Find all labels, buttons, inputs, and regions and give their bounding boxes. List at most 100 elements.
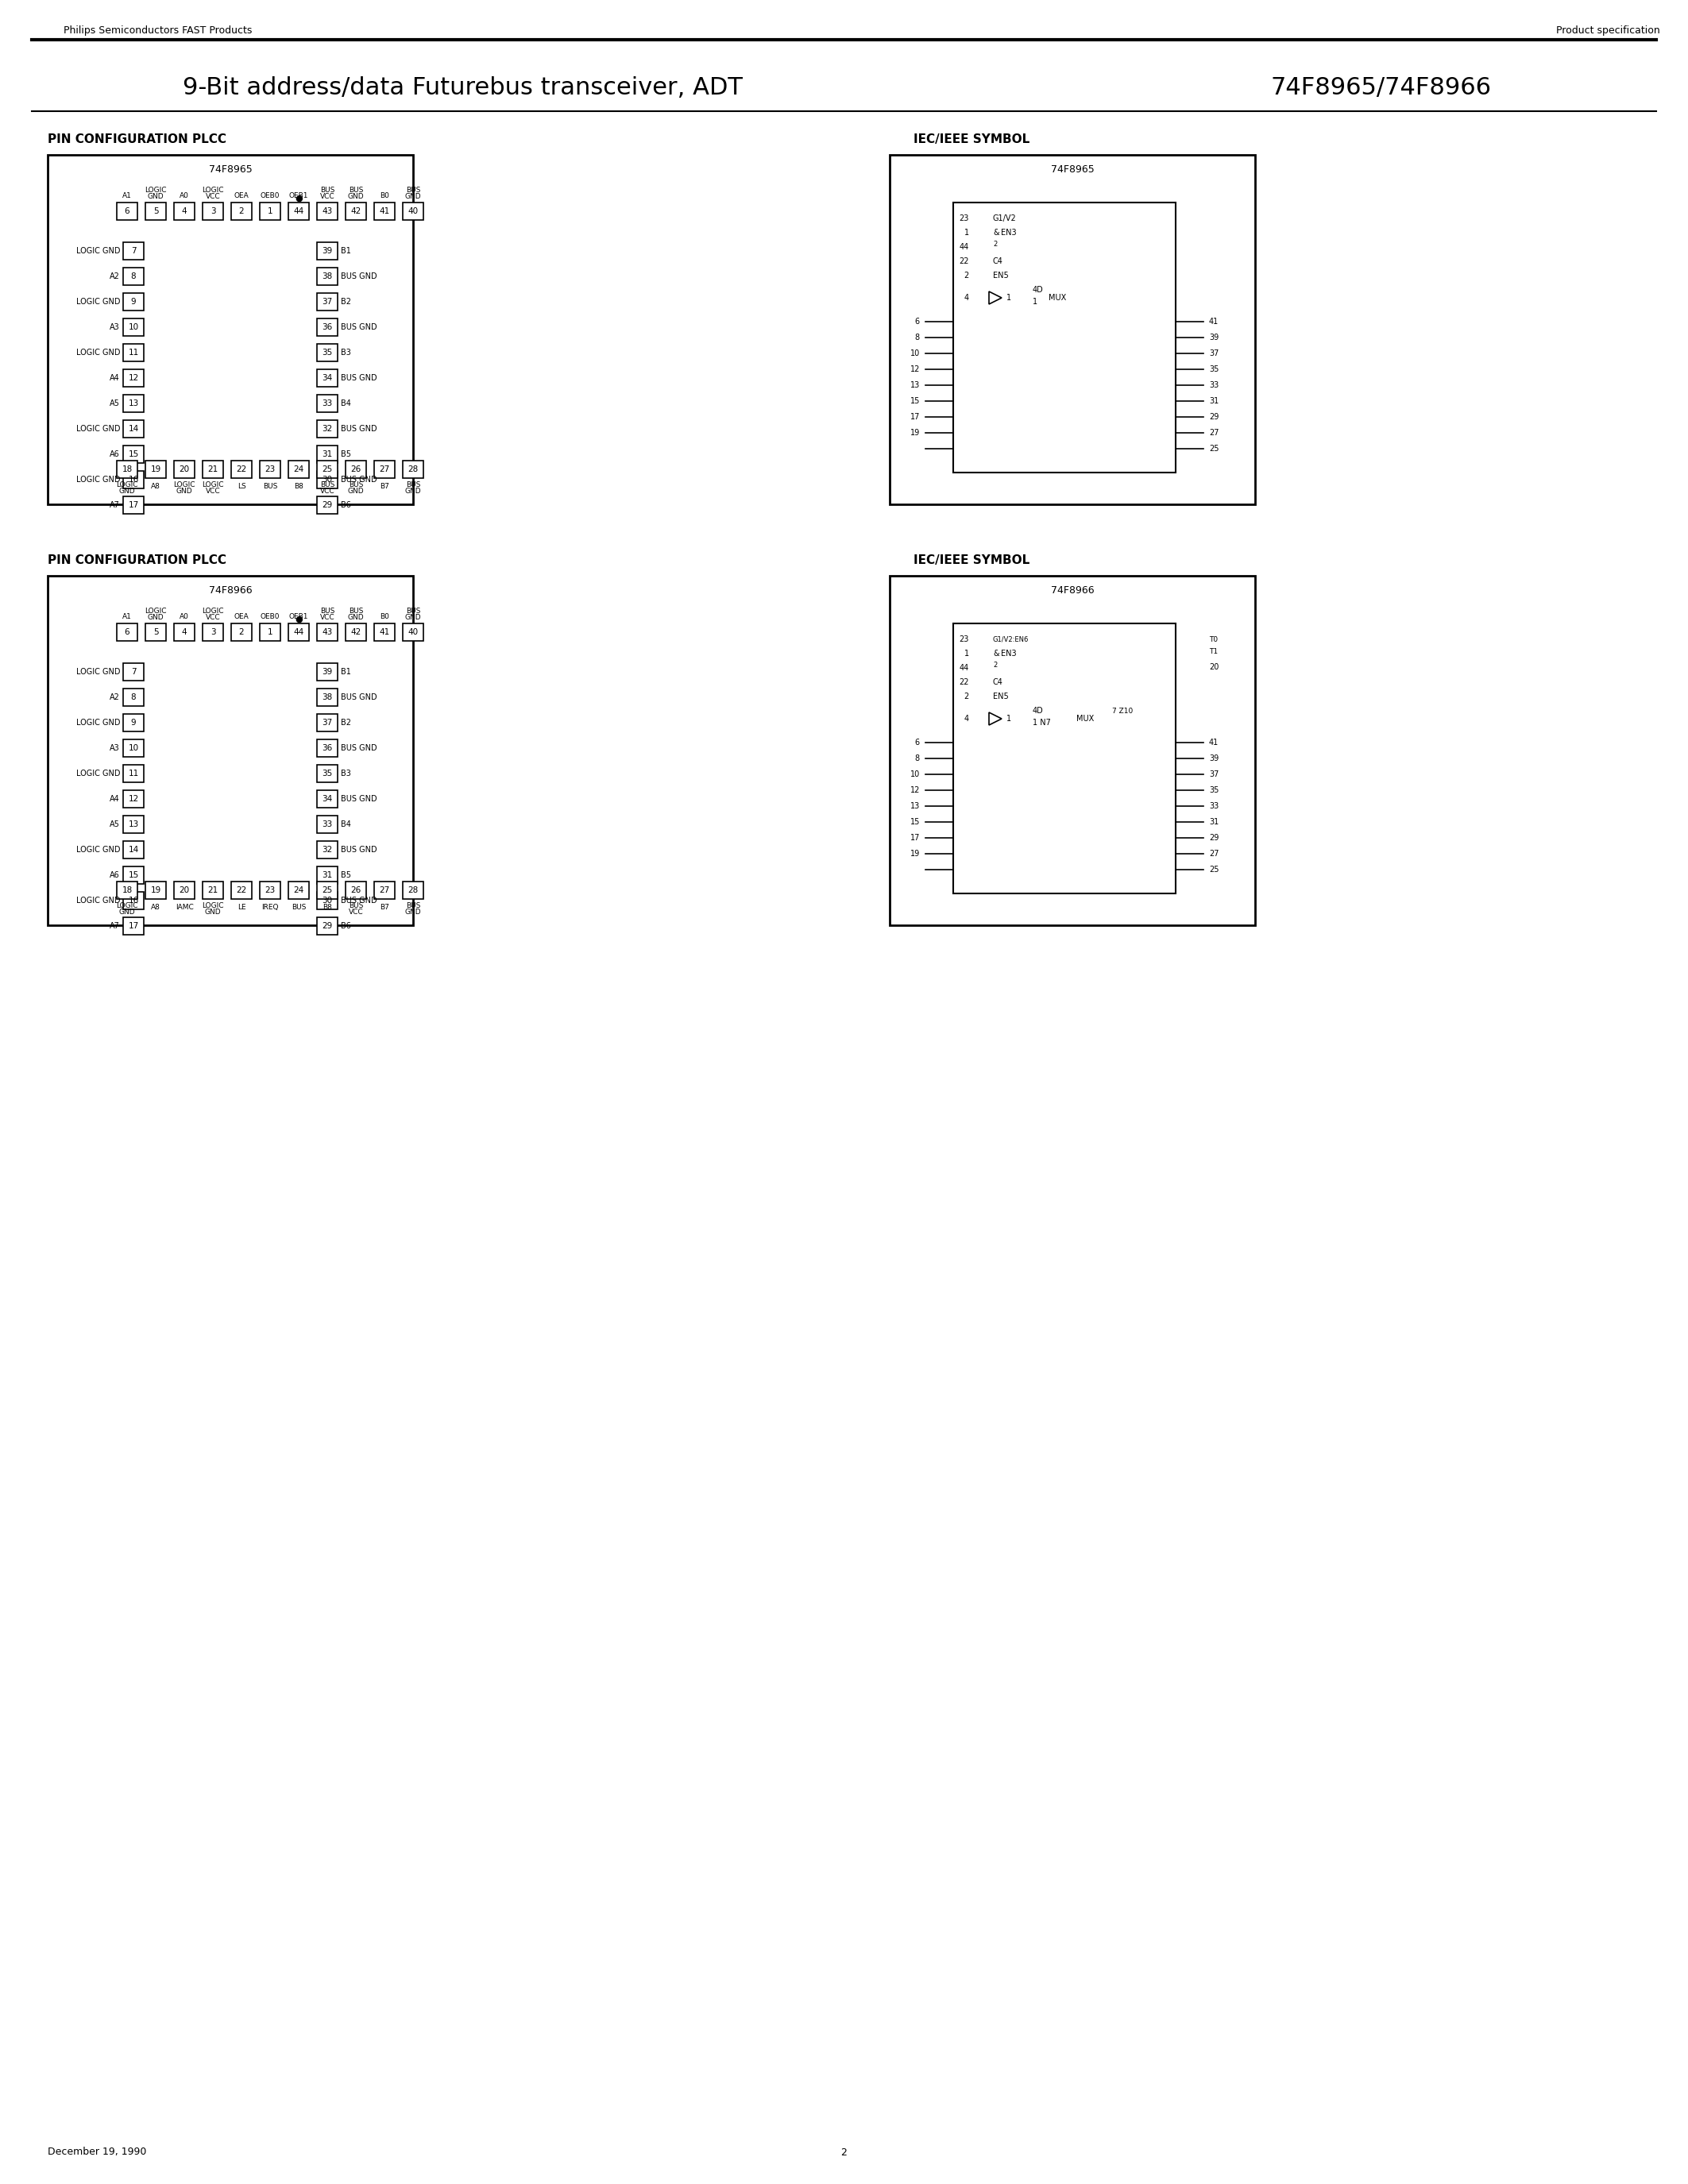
Text: LOGIC: LOGIC xyxy=(203,607,225,614)
Text: 37: 37 xyxy=(1209,771,1219,778)
Text: 44: 44 xyxy=(294,207,304,216)
Bar xyxy=(123,419,143,437)
Bar xyxy=(123,269,143,286)
Text: GND: GND xyxy=(405,909,422,915)
Bar xyxy=(289,882,309,900)
Text: 1: 1 xyxy=(1006,714,1011,723)
Text: 35: 35 xyxy=(322,769,333,778)
Text: LOGIC GND: LOGIC GND xyxy=(76,349,120,356)
Text: BUS GND: BUS GND xyxy=(341,476,376,483)
Bar xyxy=(123,688,143,705)
Bar xyxy=(403,203,424,221)
Bar xyxy=(260,461,280,478)
Text: 44: 44 xyxy=(959,242,969,251)
Text: 2: 2 xyxy=(964,271,969,280)
Text: 33: 33 xyxy=(1209,382,1219,389)
Text: 17: 17 xyxy=(128,922,138,930)
Text: 6: 6 xyxy=(125,629,130,636)
Text: VCC: VCC xyxy=(321,614,334,620)
Text: A0: A0 xyxy=(179,614,189,620)
Text: B0: B0 xyxy=(380,614,390,620)
Text: 29: 29 xyxy=(1209,413,1219,422)
Text: 30: 30 xyxy=(322,898,333,904)
Bar xyxy=(289,461,309,478)
Bar xyxy=(403,882,424,900)
Bar xyxy=(317,740,338,758)
Text: 22: 22 xyxy=(236,887,246,893)
Text: 41: 41 xyxy=(1209,317,1219,325)
Text: BUS GND: BUS GND xyxy=(341,745,376,751)
Text: VCC: VCC xyxy=(206,614,219,620)
Text: GND: GND xyxy=(204,909,221,915)
Text: GND: GND xyxy=(405,487,422,494)
Text: 25: 25 xyxy=(322,465,333,474)
Text: 25: 25 xyxy=(322,887,333,893)
Text: A8: A8 xyxy=(150,483,160,489)
Text: GND: GND xyxy=(405,192,422,199)
Bar xyxy=(123,496,143,513)
Text: 31: 31 xyxy=(322,871,333,880)
Text: 16: 16 xyxy=(128,476,138,483)
Text: 2: 2 xyxy=(240,207,245,216)
Text: 31: 31 xyxy=(322,450,333,459)
Text: B8: B8 xyxy=(294,483,304,489)
Text: 39: 39 xyxy=(322,668,333,675)
Text: LOGIC: LOGIC xyxy=(174,480,196,487)
Text: B2: B2 xyxy=(341,719,351,727)
Bar xyxy=(123,242,143,260)
Text: IAMC: IAMC xyxy=(176,904,194,911)
Text: 7 Z10: 7 Z10 xyxy=(1112,708,1133,714)
Text: 11: 11 xyxy=(128,349,138,356)
Text: &: & xyxy=(993,649,999,657)
Text: 34: 34 xyxy=(322,373,333,382)
Text: B6: B6 xyxy=(341,500,351,509)
Text: 41: 41 xyxy=(380,629,390,636)
Text: 29: 29 xyxy=(1209,834,1219,841)
Bar xyxy=(317,461,338,478)
Bar xyxy=(317,917,338,935)
Text: 26: 26 xyxy=(351,465,361,474)
Text: VCC: VCC xyxy=(321,487,334,494)
Text: A3: A3 xyxy=(110,323,120,332)
Text: 40: 40 xyxy=(408,629,419,636)
Text: B4: B4 xyxy=(341,821,351,828)
Bar xyxy=(203,461,223,478)
Bar xyxy=(317,269,338,286)
Bar xyxy=(47,155,414,505)
Text: PIN CONFIGURATION PLCC: PIN CONFIGURATION PLCC xyxy=(47,133,226,144)
Bar xyxy=(116,203,137,221)
Text: LOGIC GND: LOGIC GND xyxy=(76,845,120,854)
Text: 20: 20 xyxy=(179,887,189,893)
Text: 2: 2 xyxy=(964,692,969,701)
Bar xyxy=(403,622,424,640)
Bar xyxy=(123,319,143,336)
Text: 23: 23 xyxy=(265,465,275,474)
Text: 44: 44 xyxy=(294,629,304,636)
Text: B4: B4 xyxy=(341,400,351,408)
Text: 13: 13 xyxy=(910,382,920,389)
Text: VCC: VCC xyxy=(206,192,219,199)
Text: GND: GND xyxy=(147,192,164,199)
Text: BUS GND: BUS GND xyxy=(341,795,376,804)
Bar xyxy=(123,472,143,489)
Bar xyxy=(317,319,338,336)
Text: GND: GND xyxy=(348,614,365,620)
Text: 1: 1 xyxy=(964,649,969,657)
Text: BUS: BUS xyxy=(321,480,334,487)
Text: 8: 8 xyxy=(915,753,920,762)
Text: OEA: OEA xyxy=(235,614,248,620)
Bar xyxy=(317,446,338,463)
Bar xyxy=(317,882,338,900)
Bar xyxy=(317,293,338,310)
Text: A4: A4 xyxy=(110,795,120,804)
Text: BUS: BUS xyxy=(405,186,420,194)
Text: &: & xyxy=(993,229,999,236)
Text: T0: T0 xyxy=(1209,636,1217,642)
Text: 17: 17 xyxy=(128,500,138,509)
Text: 20: 20 xyxy=(1209,664,1219,670)
Text: GND: GND xyxy=(118,909,135,915)
Bar xyxy=(317,688,338,705)
Text: MUX: MUX xyxy=(1077,714,1094,723)
Text: GND: GND xyxy=(176,487,192,494)
Text: BUS: BUS xyxy=(405,902,420,909)
